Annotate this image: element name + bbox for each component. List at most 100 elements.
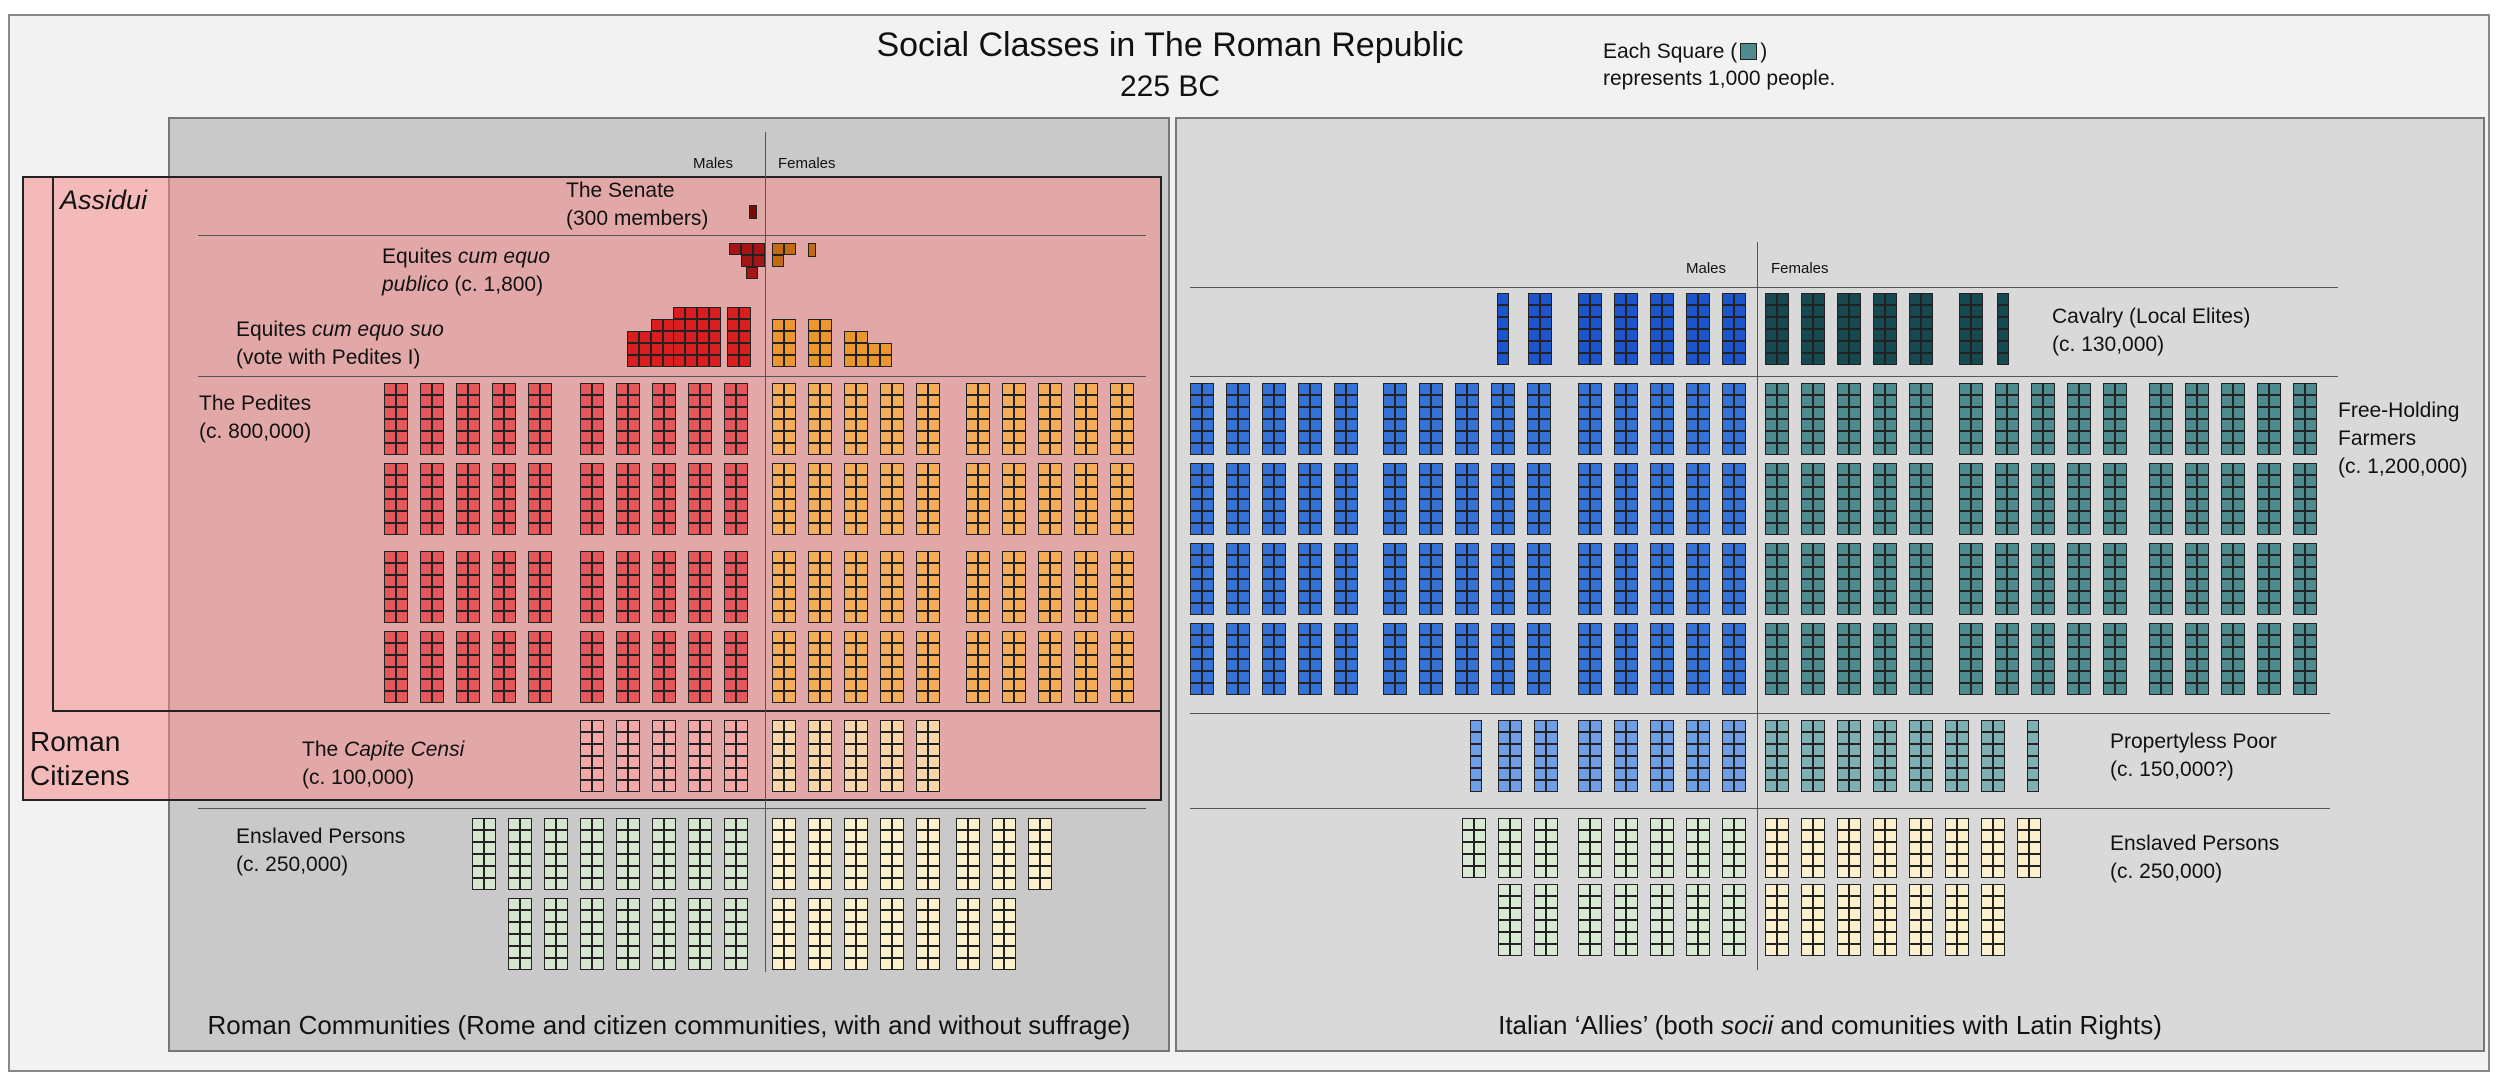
- farmers-female-square: [2305, 659, 2317, 671]
- pedites-female-square: [966, 667, 978, 679]
- allies-enslaved-female-square: [1813, 842, 1825, 854]
- pedites-male-square: [616, 487, 628, 499]
- pedites-female-square: [1038, 587, 1050, 599]
- farmers-male-square: [1298, 523, 1310, 535]
- pedites-male-square: [528, 383, 540, 395]
- roman-divider-equites: [198, 376, 1146, 377]
- farmers-female-square: [1837, 499, 1849, 511]
- roman-enslaved-male-square: [652, 934, 664, 946]
- allies-enslaved-male-square: [1578, 818, 1590, 830]
- farmers-male-square: [1539, 431, 1551, 443]
- pedites-male-square: [468, 431, 480, 443]
- farmers-male-square: [1527, 443, 1539, 455]
- farmers-female-square: [1995, 647, 2007, 659]
- cavalry-male-square: [1734, 305, 1746, 317]
- roman-enslaved-female-square: [880, 946, 892, 958]
- pedites-female-square: [808, 643, 820, 655]
- pedites-female-square: [1074, 587, 1086, 599]
- pedites-female-square: [892, 655, 904, 667]
- capite-censi-male-square: [664, 720, 676, 732]
- pedites-male-square: [736, 587, 748, 599]
- pedites-male-square: [724, 563, 736, 575]
- capite-censi-male-square: [580, 768, 592, 780]
- farmers-female-square: [1959, 591, 1971, 603]
- poor-male-square: [1534, 744, 1546, 756]
- farmers-female-square: [1995, 407, 2007, 419]
- roman-enslaved-male-square: [616, 898, 628, 910]
- pedites-male-square: [700, 655, 712, 667]
- farmers-female-square: [1873, 579, 1885, 591]
- poor-male-square: [1590, 768, 1602, 780]
- farmers-male-square: [1238, 487, 1250, 499]
- cavalry-female-square: [1885, 353, 1897, 365]
- allies-enslaved-female-square: [1837, 866, 1849, 878]
- pedites-female-square: [966, 575, 978, 587]
- farmers-female-square: [2031, 579, 2043, 591]
- farmers-male-square: [1467, 671, 1479, 683]
- equites-suo-male-square: [685, 343, 697, 355]
- farmers-male-square: [1503, 591, 1515, 603]
- farmers-female-square: [1971, 579, 1983, 591]
- allies-enslaved-male-square: [1590, 908, 1602, 920]
- allies-enslaved-female-square: [2029, 842, 2041, 854]
- farmers-female-square: [2161, 579, 2173, 591]
- poor-female-square: [1957, 756, 1969, 768]
- farmers-male-square: [1650, 603, 1662, 615]
- pedites-male-square: [700, 475, 712, 487]
- poor-male-square: [1534, 780, 1546, 792]
- pedites-female-square: [916, 407, 928, 419]
- pedites-count: (c. 800,000): [199, 420, 312, 443]
- pedites-male-square: [580, 551, 592, 563]
- cavalry-female-square: [1909, 329, 1921, 341]
- farmers-male-square: [1578, 499, 1590, 511]
- poor-female-square: [1873, 780, 1885, 792]
- allies-males-label: Males: [1686, 260, 1727, 277]
- pedites-female-square: [928, 511, 940, 523]
- farmers-male-square: [1539, 487, 1551, 499]
- farmers-male-square: [1539, 647, 1551, 659]
- pedites-female-square: [1122, 679, 1134, 691]
- roman-enslaved-male-square: [556, 842, 568, 854]
- farmers-female-square: [1849, 659, 1861, 671]
- allies-enslaved-female-square: [2029, 818, 2041, 830]
- cavalry-female-square: [1997, 305, 2009, 317]
- farmers-line2: Farmers: [2338, 427, 2417, 450]
- farmers-female-square: [1765, 499, 1777, 511]
- allies-enslaved-female-square: [1777, 854, 1789, 866]
- allies-enslaved-female-square: [1957, 842, 1969, 854]
- pedites-male-square: [592, 431, 604, 443]
- pedites-male-square: [528, 463, 540, 475]
- cavalry-male-square: [1626, 293, 1638, 305]
- pedites-female-square: [820, 463, 832, 475]
- pedites-male-square: [592, 643, 604, 655]
- poor-female-square: [1885, 768, 1897, 780]
- cavalry-male-square: [1662, 305, 1674, 317]
- cavalry-female-square: [1777, 353, 1789, 365]
- farmers-female-square: [1777, 407, 1789, 419]
- farmers-male-square: [1274, 623, 1286, 635]
- farmers-male-square: [1190, 671, 1202, 683]
- equites-suo-male-square: [739, 307, 751, 319]
- roman-enslaved-male-square: [628, 842, 640, 854]
- farmers-female-square: [1765, 603, 1777, 615]
- farmers-male-square: [1662, 511, 1674, 523]
- farmers-male-square: [1238, 623, 1250, 635]
- farmers-male-square: [1503, 383, 1515, 395]
- roman-enslaved-female-square: [968, 958, 980, 970]
- poor-male-square: [1626, 780, 1638, 792]
- farmers-female-square: [2233, 635, 2245, 647]
- allies-enslaved-male-square: [1534, 908, 1546, 920]
- farmers-male-square: [1298, 475, 1310, 487]
- pedites-male-square: [432, 587, 444, 599]
- allies-enslaved-female-square: [1885, 908, 1897, 920]
- poor-male-square: [1662, 780, 1674, 792]
- farmers-male-square: [1334, 671, 1346, 683]
- poor-female-square: [1837, 744, 1849, 756]
- poor-female-square: [1921, 744, 1933, 756]
- farmers-male-square: [1334, 475, 1346, 487]
- farmers-female-square: [1765, 443, 1777, 455]
- pedites-male-square: [468, 691, 480, 703]
- farmers-male-square: [1734, 443, 1746, 455]
- pedites-female-square: [1050, 667, 1062, 679]
- roman-enslaved-male-square: [592, 922, 604, 934]
